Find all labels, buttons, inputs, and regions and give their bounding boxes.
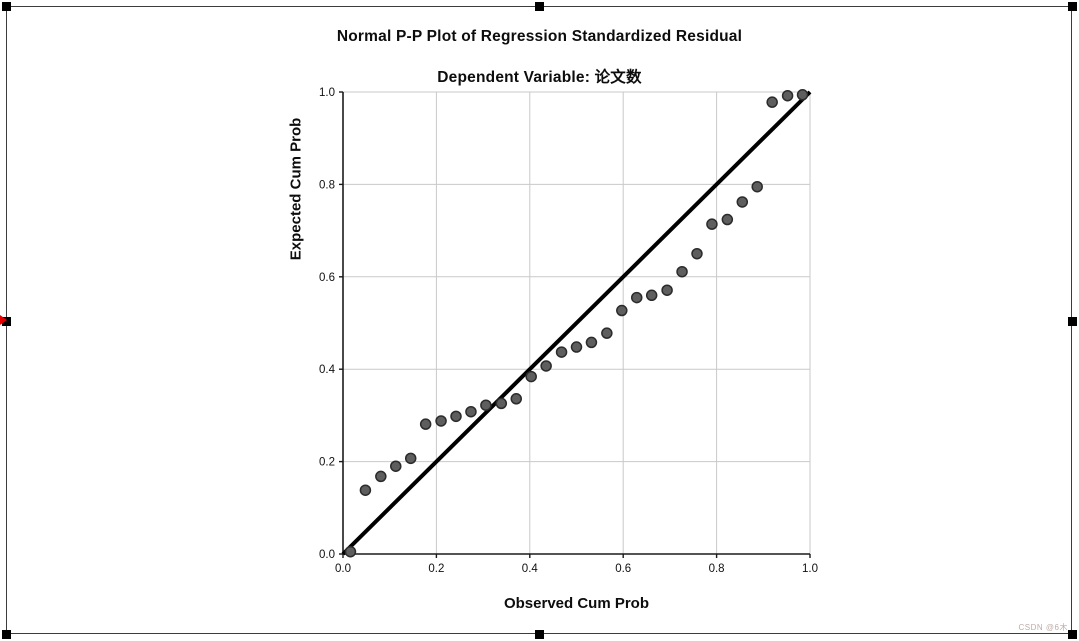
selection-handle-bottom-center[interactable] [535,630,544,639]
data-point [480,399,492,411]
data-point [390,460,402,472]
data-point [751,180,763,193]
data-point [465,405,477,418]
x-tick-label: 0.6 [615,563,631,575]
data-point [736,196,749,208]
data-point [450,410,462,423]
watermark: CSDN @6木 [1018,623,1068,632]
y-tick-label: 1.0 [319,87,335,99]
y-tick-label: 0.0 [319,549,335,561]
data-point [419,418,432,430]
data-point [540,360,552,372]
x-tick-label: 0.0 [335,563,351,575]
selection-handle-top-left[interactable] [2,2,11,11]
data-point [616,304,628,317]
data-point [375,470,387,483]
y-tick-label: 0.2 [319,457,335,469]
chart-subtitle: Dependent Variable: 论文数 [437,69,642,86]
y-axis-title: Expected Cum Prob [287,117,305,261]
data-point [404,452,417,465]
selection-handle-middle-right[interactable] [1068,317,1077,326]
data-point [706,218,718,230]
data-point [661,284,673,296]
selection-handle-top-right[interactable] [1068,2,1077,11]
data-point [601,327,613,339]
cursor-marker-icon [0,315,7,325]
data-point [510,393,523,405]
selection-handle-top-center[interactable] [535,2,544,11]
data-point [359,484,372,496]
y-tick-label: 0.4 [319,364,336,376]
data-point [645,289,658,302]
selection-handle-bottom-left[interactable] [2,630,11,639]
data-point [495,397,508,410]
x-tick-label: 0.8 [709,563,725,575]
data-point [585,336,598,349]
reference-line [341,90,812,556]
data-point [781,89,794,102]
data-point [676,265,688,278]
data-point [796,89,809,101]
data-point [766,96,778,108]
data-point [555,346,568,358]
x-tick-label: 1.0 [802,563,818,575]
x-tick-label: 0.2 [428,563,444,575]
data-point [525,370,537,383]
data-point [344,545,357,558]
data-point [721,213,734,226]
y-tick-label: 0.8 [319,179,335,191]
chart-title: Normal P-P Plot of Regression Standardiz… [336,28,743,45]
x-tick-label: 0.4 [522,563,539,575]
data-point [630,291,643,304]
data-point [691,247,703,260]
y-tick-label: 0.6 [319,272,335,284]
data-point [435,415,447,427]
data-point [570,341,583,353]
selection-handle-bottom-right[interactable] [1068,630,1077,639]
x-axis-title: Observed Cum Prob [503,595,650,612]
